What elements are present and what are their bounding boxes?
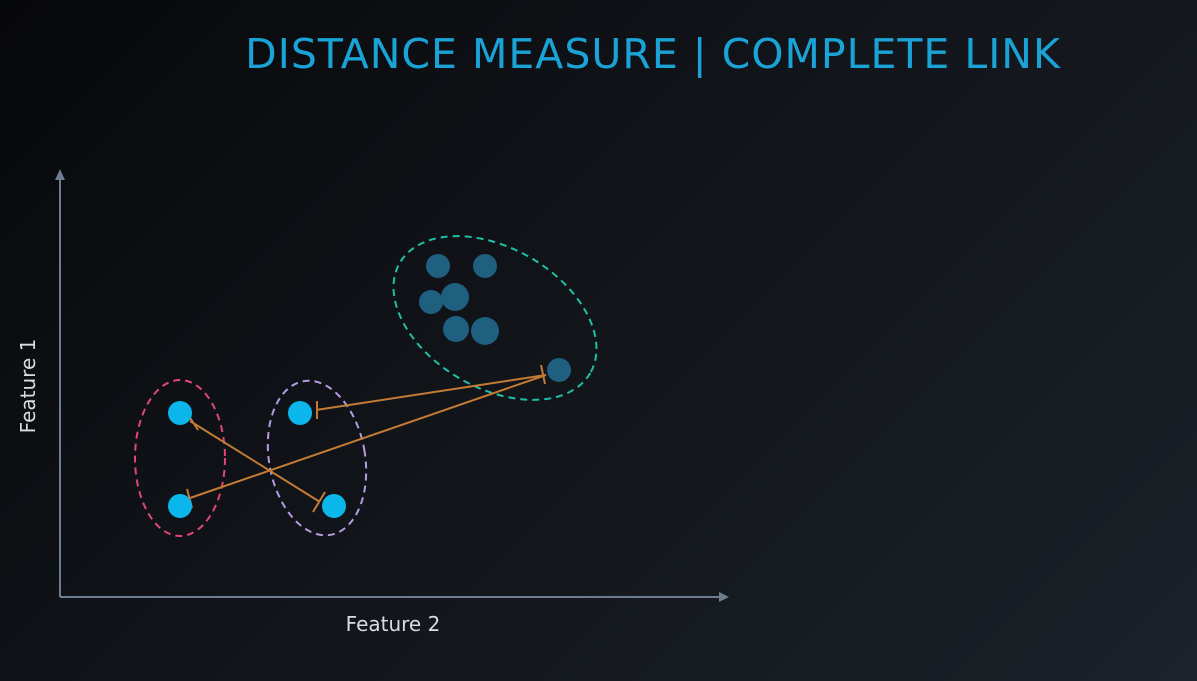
data-point xyxy=(443,316,469,342)
y-axis-label: Feature 1 xyxy=(16,339,40,434)
complete-link-purple-to-teal xyxy=(315,374,547,411)
data-point xyxy=(473,254,497,278)
data-point xyxy=(419,290,443,314)
x-axis-label: Feature 2 xyxy=(346,612,441,636)
pink-cluster xyxy=(134,379,226,537)
data-point xyxy=(322,494,346,518)
data-point xyxy=(168,494,192,518)
link-end-cap xyxy=(540,364,546,385)
axes xyxy=(55,169,729,602)
link-end-cap xyxy=(312,491,326,513)
data-point xyxy=(441,283,469,311)
complete-link-pink-to-teal xyxy=(189,374,547,499)
purple-cluster xyxy=(266,379,368,537)
data-point xyxy=(426,254,450,278)
data-point xyxy=(288,401,312,425)
x-axis-arrow xyxy=(719,592,729,602)
data-point xyxy=(168,401,192,425)
y-axis-arrow xyxy=(55,169,65,180)
complete-link-pink-to-purple xyxy=(189,420,321,503)
complete-links xyxy=(186,364,547,513)
teal-cluster xyxy=(392,235,598,401)
data-point xyxy=(471,317,499,345)
data-point xyxy=(547,358,571,382)
slide-title: DISTANCE MEASURE | COMPLETE LINK xyxy=(245,30,1061,78)
